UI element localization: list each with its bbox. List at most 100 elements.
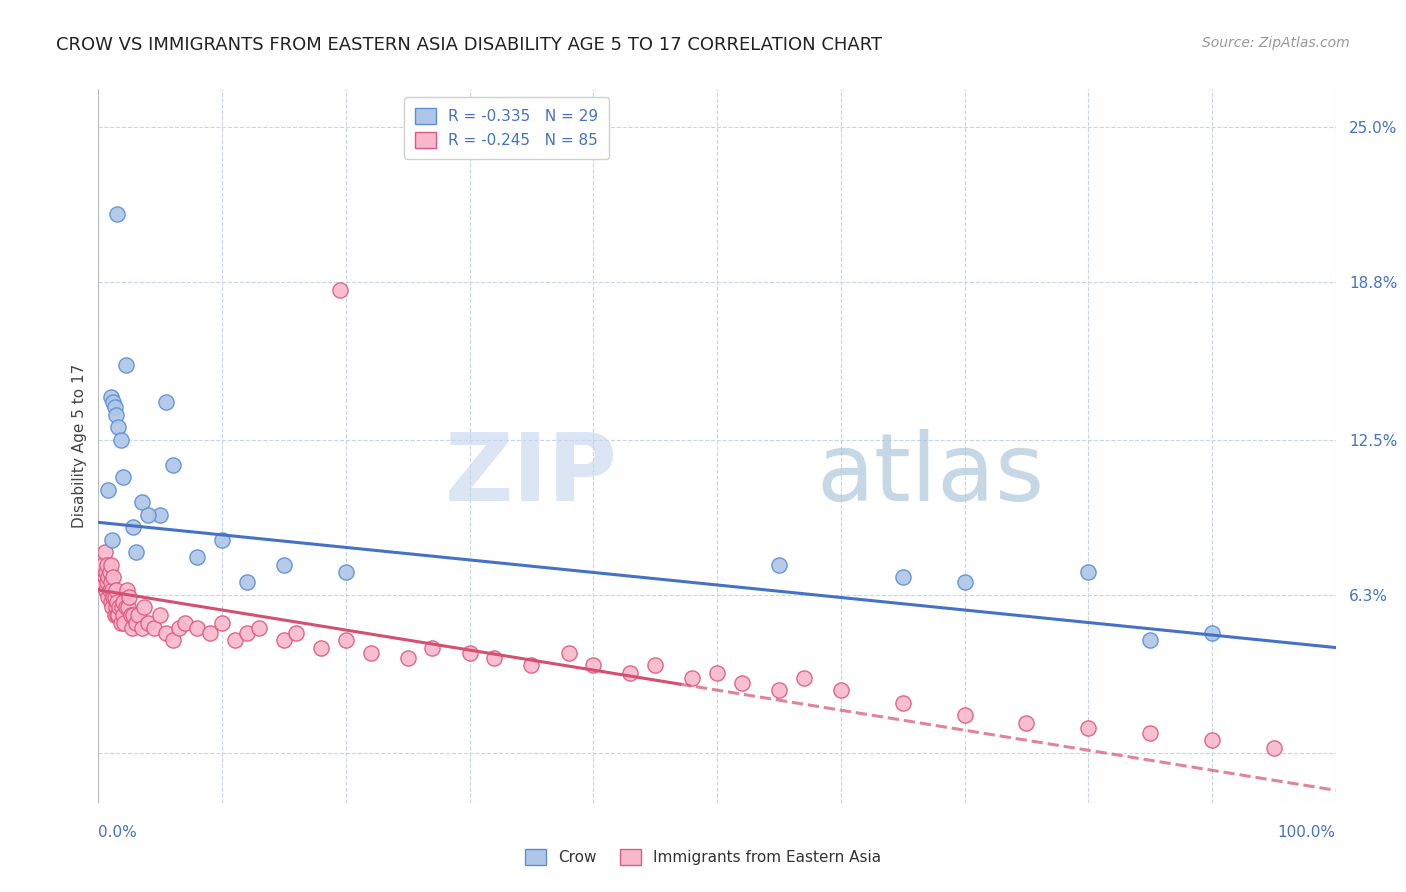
Point: [1139, 633, 1161, 648]
Point: [162, 458, 184, 472]
Point: [143, 621, 166, 635]
Legend: Crow, Immigrants from Eastern Asia: Crow, Immigrants from Eastern Asia: [519, 843, 887, 871]
Point: [131, 495, 153, 509]
Point: [91, 575, 114, 590]
Point: [134, 600, 156, 615]
Point: [98, 582, 121, 597]
Point: [1015, 715, 1038, 730]
Point: [101, 533, 124, 547]
Point: [103, 591, 125, 605]
Point: [120, 607, 142, 622]
Point: [105, 207, 128, 221]
Point: [396, 650, 419, 665]
Point: [112, 470, 135, 484]
Point: [236, 625, 259, 640]
Text: 100.0%: 100.0%: [1278, 825, 1336, 840]
Point: [236, 575, 259, 590]
Point: [108, 600, 131, 615]
Point: [101, 600, 124, 615]
Point: [93, 570, 115, 584]
Point: [273, 558, 295, 572]
Point: [117, 600, 139, 615]
Point: [335, 566, 357, 580]
Point: [582, 658, 605, 673]
Point: [1077, 566, 1099, 580]
Point: [104, 600, 127, 615]
Point: [103, 607, 125, 622]
Point: [114, 600, 136, 615]
Point: [211, 615, 233, 630]
Point: [131, 621, 153, 635]
Point: [100, 575, 122, 590]
Point: [458, 646, 481, 660]
Point: [93, 558, 115, 572]
Point: [155, 395, 177, 409]
Point: [112, 595, 135, 609]
Point: [186, 550, 208, 565]
Y-axis label: Disability Age 5 to 17: Disability Age 5 to 17: [72, 364, 87, 528]
Point: [105, 595, 128, 609]
Point: [731, 675, 754, 690]
Point: [103, 570, 125, 584]
Point: [101, 582, 124, 597]
Point: [891, 696, 914, 710]
Point: [110, 615, 132, 630]
Point: [98, 566, 121, 580]
Point: [100, 558, 122, 572]
Point: [1077, 721, 1099, 735]
Point: [1201, 625, 1223, 640]
Point: [162, 633, 184, 648]
Point: [107, 607, 129, 622]
Point: [247, 621, 270, 635]
Point: [309, 640, 332, 655]
Point: [115, 582, 138, 597]
Point: [103, 395, 125, 409]
Text: Source: ZipAtlas.com: Source: ZipAtlas.com: [1202, 36, 1350, 50]
Point: [793, 671, 815, 685]
Point: [198, 625, 221, 640]
Text: atlas: atlas: [815, 428, 1045, 521]
Point: [94, 566, 117, 580]
Point: [681, 671, 703, 685]
Point: [329, 283, 352, 297]
Point: [122, 520, 145, 534]
Point: [830, 683, 852, 698]
Text: CROW VS IMMIGRANTS FROM EASTERN ASIA DISABILITY AGE 5 TO 17 CORRELATION CHART: CROW VS IMMIGRANTS FROM EASTERN ASIA DIS…: [56, 36, 883, 54]
Point: [422, 640, 444, 655]
Point: [273, 633, 295, 648]
Point: [124, 615, 146, 630]
Point: [97, 570, 120, 584]
Point: [127, 607, 149, 622]
Point: [118, 591, 141, 605]
Point: [953, 575, 976, 590]
Point: [211, 533, 233, 547]
Point: [96, 575, 118, 590]
Point: [520, 658, 543, 673]
Point: [706, 665, 728, 680]
Point: [112, 607, 135, 622]
Point: [112, 615, 135, 630]
Text: ZIP: ZIP: [446, 428, 619, 521]
Point: [111, 600, 134, 615]
Point: [335, 633, 357, 648]
Point: [186, 621, 208, 635]
Point: [1263, 740, 1285, 755]
Point: [105, 607, 128, 622]
Point: [136, 508, 159, 522]
Point: [97, 591, 120, 605]
Point: [768, 558, 790, 572]
Point: [114, 358, 136, 372]
Point: [891, 570, 914, 584]
Point: [107, 420, 129, 434]
Point: [167, 621, 190, 635]
Point: [94, 582, 117, 597]
Point: [619, 665, 641, 680]
Point: [484, 650, 506, 665]
Legend: R = -0.335   N = 29, R = -0.245   N = 85: R = -0.335 N = 29, R = -0.245 N = 85: [404, 97, 609, 159]
Point: [360, 646, 382, 660]
Point: [104, 582, 127, 597]
Point: [100, 595, 122, 609]
Point: [155, 625, 177, 640]
Point: [93, 545, 115, 559]
Point: [136, 615, 159, 630]
